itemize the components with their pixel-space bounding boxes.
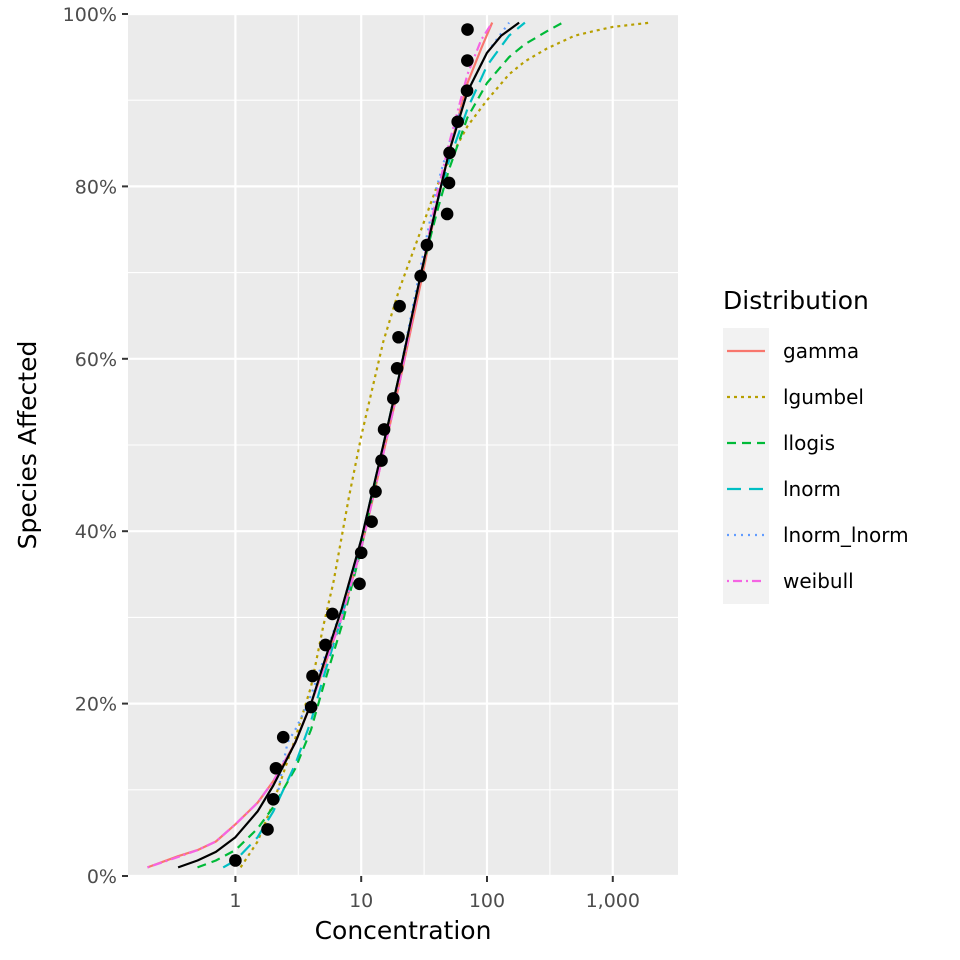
legend-label-lnorm-lnorm: lnorm_lnorm [783, 523, 909, 547]
data-point [442, 176, 456, 190]
data-point [369, 485, 382, 498]
grid-major [128, 12, 678, 878]
data-point [443, 146, 456, 160]
x-axis-title: Concentration [315, 916, 492, 945]
legend: Distribution gamma lgumbel llogis lnorm lnor… [723, 286, 909, 604]
data-point [377, 423, 391, 436]
y-tick-label: 100% [63, 4, 117, 26]
y-tick-label: 60% [75, 349, 117, 371]
legend-label-weibull: weibull [783, 569, 854, 593]
data-point [261, 823, 274, 836]
y-tick-label: 40% [75, 521, 117, 543]
series-lines [147, 21, 651, 869]
series-line-llogis [197, 21, 564, 869]
data-point [326, 607, 339, 621]
legend-entries: gamma lgumbel llogis lnorm lnorm_lnormweibul… [727, 339, 909, 593]
x-tick-label: 100 [469, 890, 505, 912]
series-line-average [177, 21, 520, 869]
data-point [414, 269, 427, 283]
legend-label-llogis: llogis [783, 431, 835, 455]
legend-label-lnorm: lnorm [783, 477, 841, 501]
data-point [451, 115, 464, 129]
data-point [461, 23, 474, 36]
data-point [460, 84, 474, 98]
data-point [387, 392, 400, 405]
data-point [365, 515, 378, 529]
data-point [306, 669, 319, 683]
legend-label-gamma: gamma [783, 339, 859, 363]
data-point [440, 207, 454, 221]
x-axis: 1 10 100 1,000 [229, 876, 640, 912]
y-tick-label: 80% [75, 176, 117, 198]
legend-title: Distribution [723, 286, 869, 315]
x-tick-label: 10 [349, 890, 373, 912]
data-point [393, 299, 406, 313]
data-point [269, 761, 283, 775]
data-point [266, 792, 280, 806]
legend-label-lgumbel: lgumbel [783, 385, 864, 409]
data-point [276, 730, 290, 744]
data-point [392, 330, 405, 344]
series-line-lnorm [222, 21, 526, 869]
data-point [390, 361, 404, 375]
x-tick-label: 1,000 [586, 890, 640, 912]
data-point [354, 546, 368, 560]
series-line-lgumbel [239, 21, 651, 869]
y-tick-label: 20% [75, 694, 117, 716]
data-point [319, 638, 332, 652]
data-points [229, 23, 474, 867]
y-axis: 0% 20% 40% 60% 80% 100% [63, 4, 128, 888]
data-point [353, 577, 366, 591]
legend-key-background [723, 328, 769, 604]
data-point [420, 238, 434, 252]
x-tick-label: 1 [229, 890, 241, 912]
data-point [461, 54, 474, 67]
data-point [304, 700, 318, 714]
y-tick-label: 0% [87, 866, 117, 888]
y-axis-title: Species Affected [13, 341, 42, 550]
data-point [375, 454, 388, 467]
data-point [229, 854, 242, 867]
